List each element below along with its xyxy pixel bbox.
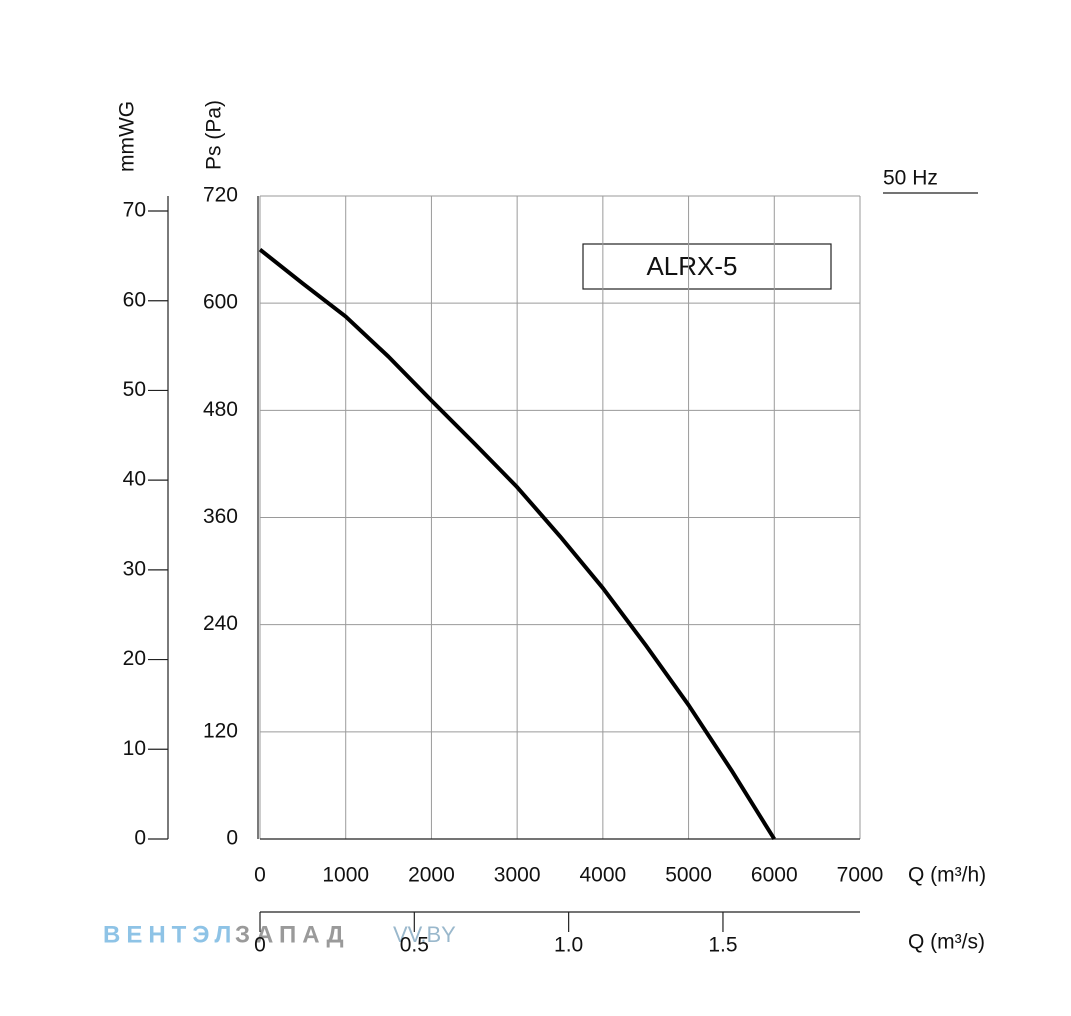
watermark: ВЕНТЭЛ xyxy=(103,921,237,948)
frequency-label: 50 Hz xyxy=(883,167,938,190)
y2-tick-label: 20 xyxy=(123,647,146,670)
y-tick-label: 360 xyxy=(203,505,238,528)
y2-tick-label: 50 xyxy=(123,378,146,401)
y2-tick-label: 60 xyxy=(123,288,146,311)
x-tick-label: 7000 xyxy=(837,864,884,887)
x-tick-label: 1000 xyxy=(322,864,369,887)
y-axis-label: Ps (Pa) xyxy=(203,100,226,170)
y2-tick-label: 10 xyxy=(123,737,146,760)
x2-tick-label: 0 xyxy=(254,934,266,957)
y-tick-label: 720 xyxy=(203,184,238,207)
y2-tick-label: 30 xyxy=(123,557,146,580)
x-tick-label: 2000 xyxy=(408,864,455,887)
x-axis-label: Q (m³/h) xyxy=(908,864,986,887)
annotation: ALRX-5 xyxy=(646,251,737,281)
y2-axis-label: mmWG xyxy=(116,101,139,172)
annotation-box xyxy=(582,243,832,290)
x2-tick-label: 0.5 xyxy=(400,934,429,957)
x2-tick-label: 1.5 xyxy=(708,934,737,957)
x-tick-label: 4000 xyxy=(579,864,626,887)
x-tick-label: 5000 xyxy=(665,864,712,887)
y-tick-label: 600 xyxy=(203,291,238,314)
y-tick-label: 120 xyxy=(203,719,238,742)
x-tick-label: 0 xyxy=(254,864,266,887)
x2-axis-label: Q (m³/s) xyxy=(908,931,985,954)
y2-tick-label: 40 xyxy=(123,468,146,491)
y-tick-label: 240 xyxy=(203,612,238,635)
y-tick-label: 480 xyxy=(203,398,238,421)
y2-tick-label: 0 xyxy=(134,827,146,850)
curve xyxy=(258,248,776,841)
x-tick-label: 3000 xyxy=(494,864,541,887)
watermark: ЗАПАД xyxy=(235,921,350,948)
x2-tick-label: 1.0 xyxy=(554,934,583,957)
y-tick-label: 0 xyxy=(226,827,238,850)
y2-tick-label: 70 xyxy=(123,199,146,222)
watermark: VV.BY xyxy=(393,922,456,947)
x-tick-label: 6000 xyxy=(751,864,798,887)
